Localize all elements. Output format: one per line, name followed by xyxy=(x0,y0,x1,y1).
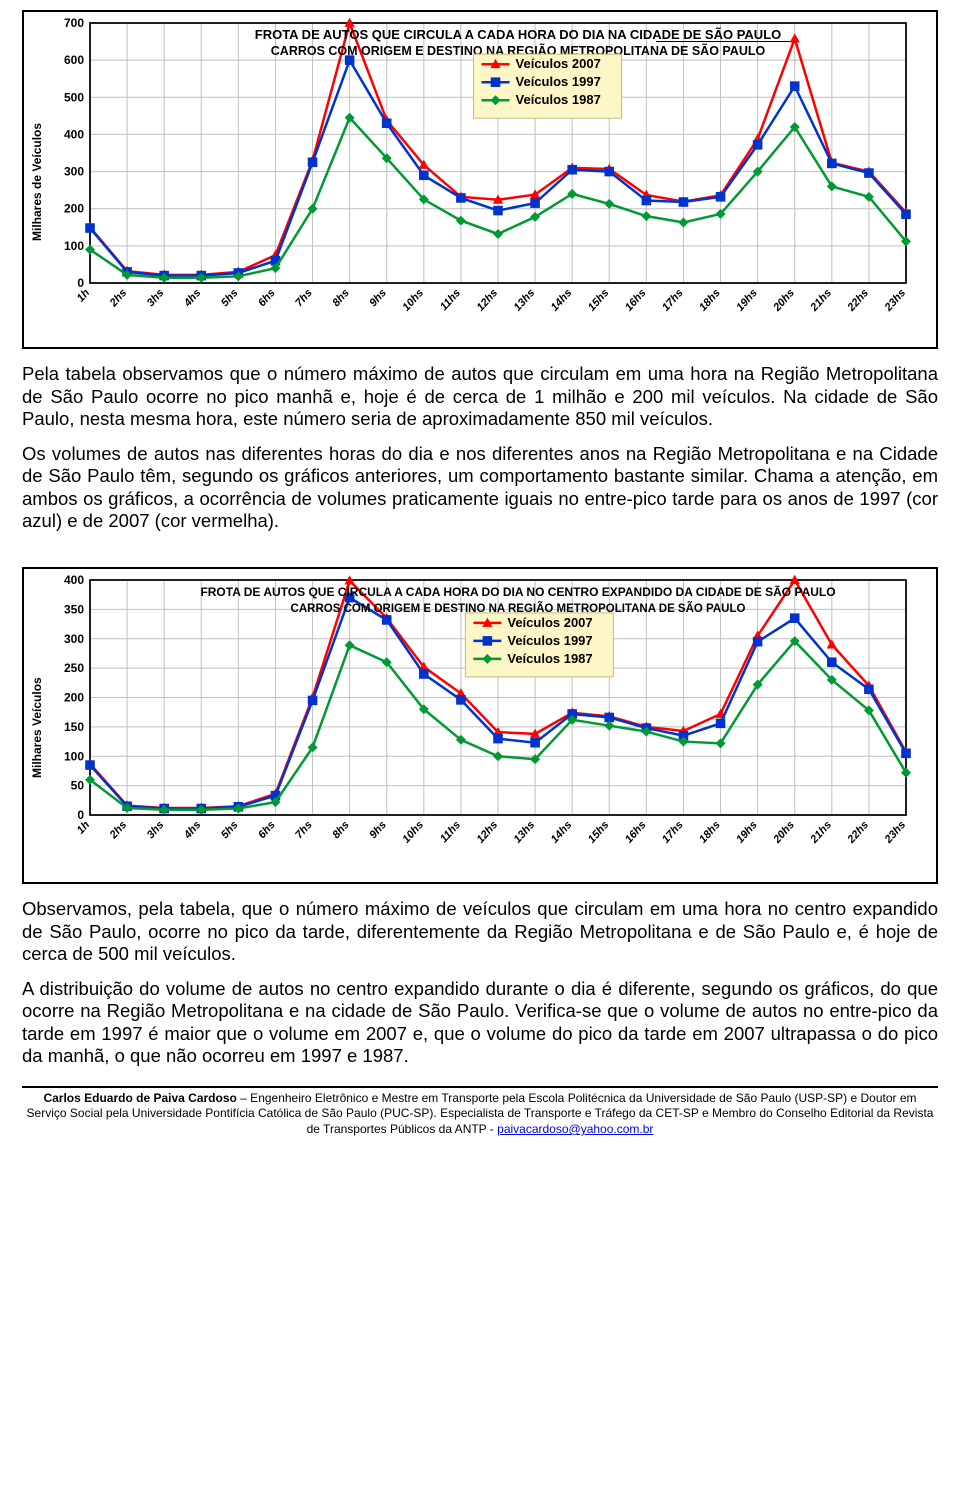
body-text-2: Observamos, pela tabela, que o número má… xyxy=(22,898,938,1068)
svg-text:FROTA DE AUTOS QUE CIRCULA A C: FROTA DE AUTOS QUE CIRCULA A CADA HORA D… xyxy=(200,584,835,599)
chart2-plot: 050100150200250300350400FROTA DE AUTOS Q… xyxy=(46,574,928,882)
chart1-plot: 0100200300400500600700FROTA DE AUTOS QUE… xyxy=(46,17,928,347)
svg-text:200: 200 xyxy=(64,690,84,704)
svg-text:9hs: 9hs xyxy=(367,819,389,841)
svg-text:3hs: 3hs xyxy=(145,819,167,841)
body-text-1: Pela tabela observamos que o número máxi… xyxy=(22,363,938,533)
svg-text:5hs: 5hs xyxy=(219,819,241,841)
svg-text:100: 100 xyxy=(64,749,84,763)
footer-author: Carlos Eduardo de Paiva Cardoso xyxy=(43,1091,236,1105)
svg-text:15hs: 15hs xyxy=(586,819,612,846)
svg-text:500: 500 xyxy=(64,90,84,104)
svg-text:8hs: 8hs xyxy=(330,819,352,841)
svg-text:21hs: 21hs xyxy=(808,819,834,846)
chart-city-sp: Milhares de Veículos 0100200300400500600… xyxy=(22,10,938,349)
svg-text:14hs: 14hs xyxy=(549,287,575,314)
svg-text:100: 100 xyxy=(64,239,84,253)
paragraph-1: Pela tabela observamos que o número máxi… xyxy=(22,363,938,431)
svg-text:11hs: 11hs xyxy=(438,819,463,845)
svg-text:23hs: 23hs xyxy=(882,287,908,314)
svg-text:150: 150 xyxy=(64,720,84,734)
svg-text:16hs: 16hs xyxy=(623,819,649,846)
footer-email[interactable]: paivacardoso@yahoo.com.br xyxy=(497,1122,653,1136)
svg-text:Veículos 1987: Veículos 1987 xyxy=(507,651,592,666)
svg-text:4hs: 4hs xyxy=(181,819,203,842)
svg-text:350: 350 xyxy=(64,602,84,616)
svg-text:16hs: 16hs xyxy=(623,287,649,314)
svg-text:9hs: 9hs xyxy=(367,287,389,309)
svg-text:20hs: 20hs xyxy=(771,287,797,314)
svg-text:11hs: 11hs xyxy=(438,287,463,313)
svg-text:400: 400 xyxy=(64,127,84,141)
footer: Carlos Eduardo de Paiva Cardoso – Engenh… xyxy=(22,1086,938,1138)
svg-text:3hs: 3hs xyxy=(145,287,167,309)
svg-text:18hs: 18hs xyxy=(697,819,723,846)
svg-text:300: 300 xyxy=(64,165,84,179)
svg-text:8hs: 8hs xyxy=(330,287,352,309)
chart2-ylabel: Milhares Veículos xyxy=(28,574,46,882)
svg-text:250: 250 xyxy=(64,661,84,675)
svg-text:15hs: 15hs xyxy=(586,287,612,314)
svg-text:17hs: 17hs xyxy=(660,819,686,846)
svg-text:400: 400 xyxy=(64,574,84,587)
svg-text:18hs: 18hs xyxy=(697,287,723,314)
svg-text:4hs: 4hs xyxy=(181,287,203,310)
svg-text:10hs: 10hs xyxy=(400,819,426,846)
svg-text:6hs: 6hs xyxy=(256,287,278,309)
svg-text:6hs: 6hs xyxy=(256,819,278,841)
chart1-ylabel: Milhares de Veículos xyxy=(28,17,46,347)
svg-text:5hs: 5hs xyxy=(219,287,241,309)
svg-text:Veículos 1997: Veículos 1997 xyxy=(507,633,592,648)
svg-text:20hs: 20hs xyxy=(771,819,797,846)
svg-text:Veículos 1987: Veículos 1987 xyxy=(516,92,601,107)
paragraph-2: Os volumes de autos nas diferentes horas… xyxy=(22,443,938,533)
svg-text:700: 700 xyxy=(64,17,84,30)
svg-text:12hs: 12hs xyxy=(475,287,501,314)
svg-text:50: 50 xyxy=(71,779,85,793)
svg-text:Veículos 2007: Veículos 2007 xyxy=(516,56,601,71)
svg-text:FROTA DE AUTOS QUE CIRCULA A C: FROTA DE AUTOS QUE CIRCULA A CADA HORA D… xyxy=(255,27,782,42)
svg-text:Veículos 1997: Veículos 1997 xyxy=(516,74,601,89)
svg-text:7hs: 7hs xyxy=(293,287,315,309)
paragraph-3: Observamos, pela tabela, que o número má… xyxy=(22,898,938,966)
svg-text:19hs: 19hs xyxy=(734,287,760,314)
svg-text:21hs: 21hs xyxy=(808,287,834,314)
svg-text:23hs: 23hs xyxy=(882,819,908,846)
svg-text:12hs: 12hs xyxy=(475,819,501,846)
svg-text:10hs: 10hs xyxy=(400,287,426,314)
chart-centro-expandido: Milhares Veículos 0501001502002503003504… xyxy=(22,567,938,884)
svg-text:300: 300 xyxy=(64,632,84,646)
svg-text:22hs: 22hs xyxy=(845,819,871,846)
svg-text:2hs: 2hs xyxy=(107,819,129,842)
svg-text:19hs: 19hs xyxy=(734,819,760,846)
svg-text:2hs: 2hs xyxy=(107,287,129,310)
svg-text:600: 600 xyxy=(64,53,84,67)
svg-text:13hs: 13hs xyxy=(512,819,538,846)
svg-text:13hs: 13hs xyxy=(512,287,538,314)
svg-text:Veículos 2007: Veículos 2007 xyxy=(507,615,592,630)
svg-text:17hs: 17hs xyxy=(660,287,686,314)
svg-text:7hs: 7hs xyxy=(293,819,315,841)
svg-text:22hs: 22hs xyxy=(845,287,871,314)
svg-text:200: 200 xyxy=(64,202,84,216)
svg-text:14hs: 14hs xyxy=(549,819,575,846)
paragraph-4: A distribuição do volume de autos no cen… xyxy=(22,978,938,1068)
